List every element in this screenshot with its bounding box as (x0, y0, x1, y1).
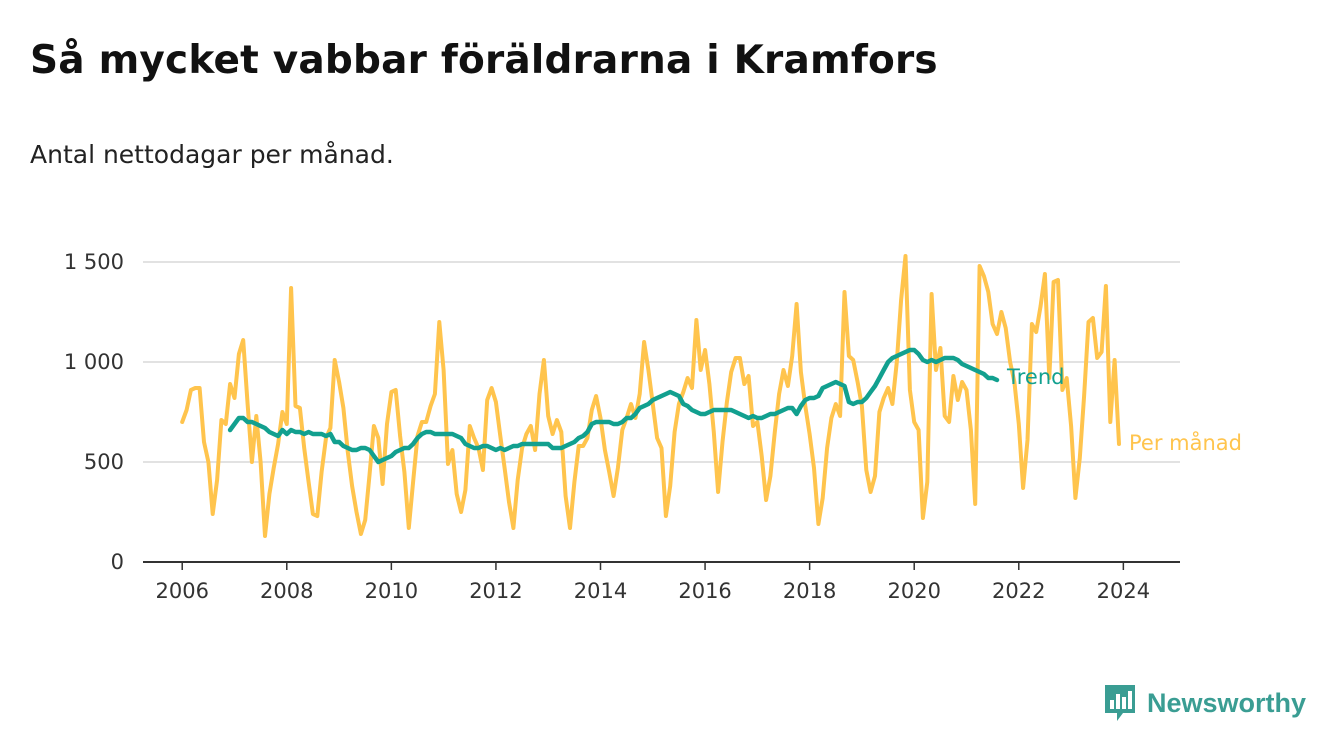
x-tick-label: 2018 (783, 579, 836, 603)
chart-title: Så mycket vabbar föräldrarna i Kramfors (30, 38, 938, 83)
x-tick-label: 2010 (365, 579, 418, 603)
x-tick-label: 2020 (887, 579, 940, 603)
brand-name: Newsworthy (1147, 687, 1307, 718)
series-label-trend: Trend (1006, 365, 1064, 389)
x-tick-label: 2008 (260, 579, 313, 603)
x-tick-label: 2012 (469, 579, 522, 603)
series-lines (180, 254, 1121, 538)
y-axis-ticks: 0 500 1 000 1 500 (64, 250, 124, 574)
x-tick-label: 2024 (1097, 579, 1150, 603)
y-tick-label: 1 500 (64, 250, 124, 274)
series-label-per-manad: Per månad (1129, 430, 1242, 455)
x-tick-label: 2022 (992, 579, 1045, 603)
y-tick-label: 0 (111, 550, 124, 574)
newsworthy-logo-icon (1105, 685, 1135, 721)
x-axis-ticks: 2006 2008 2010 2012 2014 2016 2018 2020 2022 2024 (155, 562, 1150, 603)
x-tick-label: 2006 (155, 579, 208, 603)
brand-logo[interactable]: Newsworthy (1103, 683, 1306, 723)
series-labels: Per månad Trend (1006, 365, 1242, 455)
y-tick-label: 500 (84, 450, 124, 474)
chart-subtitle: Antal nettodagar per månad. (30, 140, 394, 169)
trend-line (227, 347, 1000, 465)
x-tick-label: 2014 (574, 579, 627, 603)
monthly-line (180, 254, 1121, 538)
y-tick-label: 1 000 (64, 350, 124, 374)
x-tick-label: 2016 (678, 579, 731, 603)
